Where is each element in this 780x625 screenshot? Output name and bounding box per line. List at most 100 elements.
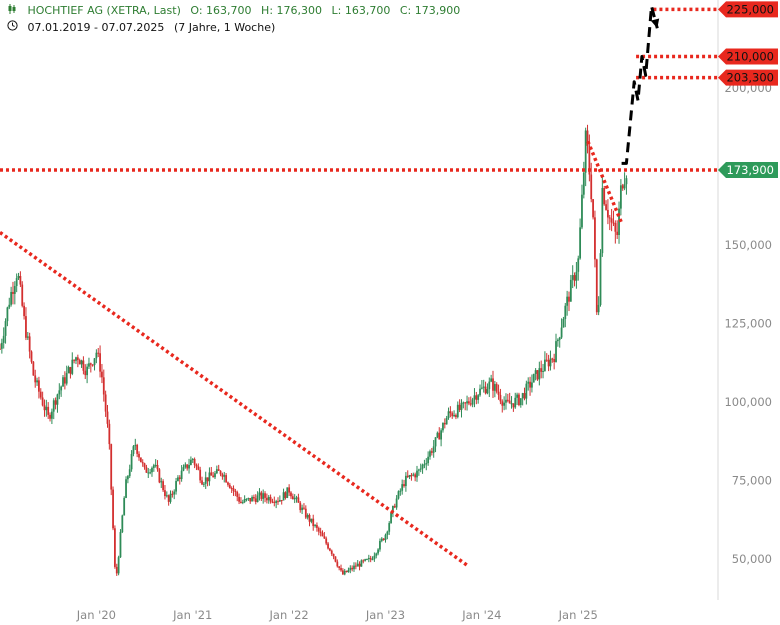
- candle-body: [47, 406, 50, 415]
- candle-body: [375, 553, 378, 556]
- candle-body: [545, 359, 548, 361]
- candle-body: [82, 360, 85, 371]
- candle-body: [536, 370, 539, 380]
- candle-body: [264, 493, 266, 498]
- candle-body: [607, 209, 609, 218]
- candle-body: [15, 278, 18, 287]
- candle-body: [80, 360, 83, 365]
- candle-body: [86, 366, 89, 376]
- candle-body: [484, 386, 487, 394]
- candle-body: [595, 259, 598, 313]
- candle-body: [23, 305, 25, 317]
- candle-body: [584, 130, 587, 173]
- candle-body: [354, 565, 357, 567]
- candle-body: [373, 555, 376, 560]
- candle-body: [147, 472, 150, 474]
- candle-body: [347, 569, 350, 573]
- candle-body: [245, 498, 248, 500]
- candle-body: [601, 187, 604, 254]
- candle-body: [26, 336, 29, 338]
- candle-body: [325, 538, 328, 544]
- candle-body: [538, 368, 541, 380]
- candle-body: [571, 275, 574, 280]
- candle-body: [551, 358, 554, 360]
- candle-body: [364, 559, 367, 561]
- candle-body: [531, 382, 533, 388]
- candle-body: [67, 367, 70, 374]
- candle-body: [581, 194, 583, 228]
- candle-body: [19, 275, 22, 285]
- x-tick-label: Jan '22: [269, 608, 309, 622]
- candle-body: [468, 401, 470, 404]
- candle-body: [492, 378, 494, 391]
- candle-body: [349, 567, 352, 570]
- candle-body: [475, 395, 478, 400]
- candle-body: [401, 484, 404, 491]
- candle-body: [406, 475, 409, 478]
- candle-body: [6, 307, 9, 322]
- candle-body: [69, 367, 72, 374]
- candle-body: [241, 502, 244, 504]
- candle-body: [95, 352, 98, 359]
- candle-body: [317, 527, 320, 532]
- candle-body: [455, 415, 457, 418]
- x-tick-label: Jan '24: [461, 608, 501, 622]
- candle-body: [460, 402, 463, 410]
- candle-body: [534, 370, 537, 374]
- x-tick-label: Jan '21: [172, 608, 212, 622]
- candle-body: [449, 411, 452, 414]
- candle-body: [36, 380, 38, 383]
- candle-body: [165, 495, 168, 497]
- candle-body: [479, 388, 481, 396]
- candle-body: [523, 393, 526, 399]
- period-row: 07.01.2019 - 07.07.2025 (7 Jahre, 1 Woch…: [6, 20, 281, 34]
- level-badge-label: 173,900: [726, 163, 774, 177]
- candle-body: [73, 359, 76, 361]
- open-value: O: 163,700: [190, 4, 252, 17]
- candle-body: [130, 453, 133, 470]
- candle-body: [379, 540, 381, 550]
- candle-body: [290, 492, 292, 497]
- candle-body: [462, 402, 465, 404]
- candle-body: [232, 488, 235, 491]
- candle-body: [323, 536, 326, 539]
- candle-body: [251, 497, 253, 502]
- candle-body: [471, 399, 474, 405]
- candle-body: [108, 423, 111, 445]
- period-range: 07.01.2019 - 07.07.2025: [27, 21, 165, 34]
- candle-body: [164, 490, 166, 496]
- candle-body: [208, 472, 211, 482]
- candle-body: [247, 497, 250, 499]
- candle-body: [549, 358, 552, 367]
- candle-body: [78, 360, 81, 365]
- candle-body: [112, 489, 114, 529]
- y-tick-label: 50,000: [732, 552, 772, 566]
- candle-body: [156, 464, 159, 470]
- candle-body: [288, 487, 291, 493]
- candle-body: [488, 381, 491, 390]
- candle-body: [316, 525, 318, 528]
- candle-body: [158, 469, 161, 483]
- candle-body: [434, 437, 437, 447]
- candle-body: [458, 404, 461, 410]
- candle-body: [408, 475, 411, 478]
- candle-body: [505, 399, 507, 403]
- candle-body: [597, 304, 600, 313]
- candle-body: [256, 495, 259, 503]
- level-badge-label: 210,000: [726, 50, 774, 64]
- candle-body: [380, 538, 383, 541]
- candle-body: [310, 518, 313, 522]
- candle-body: [453, 415, 455, 417]
- candle-body: [558, 337, 561, 340]
- candle-body: [13, 286, 16, 294]
- candle-body: [503, 402, 506, 406]
- candle-body: [356, 563, 359, 567]
- candle-body: [227, 482, 229, 485]
- candle-body: [160, 481, 163, 483]
- candle-body: [490, 378, 493, 382]
- candle-body: [532, 373, 535, 383]
- candle-body: [265, 497, 268, 501]
- candle-body: [605, 204, 607, 210]
- candle-body: [299, 502, 302, 511]
